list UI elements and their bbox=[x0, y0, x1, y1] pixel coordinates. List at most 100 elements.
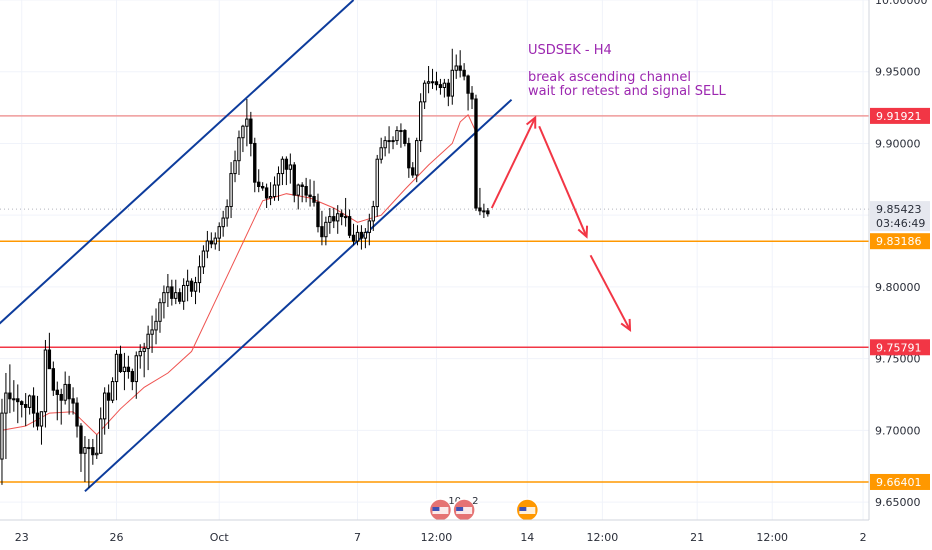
channel-lower-line bbox=[84, 98, 513, 493]
candle-body bbox=[347, 216, 352, 236]
candle-body bbox=[87, 447, 91, 450]
x-tick-label: 23 bbox=[15, 531, 29, 544]
candle-body bbox=[126, 366, 131, 373]
candle-body bbox=[280, 158, 285, 175]
candle-body bbox=[106, 392, 111, 401]
candle-body bbox=[23, 404, 28, 408]
x-tick-label: 2 bbox=[860, 531, 867, 544]
candle-body bbox=[16, 398, 20, 403]
event-badge-label: 10 bbox=[448, 496, 461, 507]
candle-body bbox=[130, 371, 135, 383]
candle-body bbox=[134, 355, 138, 383]
y-tick-label: 9.75000 bbox=[875, 353, 921, 366]
candle-body bbox=[20, 401, 24, 406]
candle-body bbox=[12, 398, 16, 401]
candle-body bbox=[142, 348, 146, 352]
candle-body bbox=[470, 92, 474, 100]
price-axis[interactable] bbox=[869, 0, 932, 550]
candle-body bbox=[300, 184, 304, 187]
x-tick-label: Oct bbox=[210, 531, 230, 544]
event-badge-flag bbox=[432, 507, 449, 514]
candle-body bbox=[249, 118, 253, 144]
candle-body bbox=[158, 302, 162, 322]
candle-body bbox=[395, 130, 399, 142]
candle-body bbox=[178, 292, 182, 302]
candle-body bbox=[411, 167, 415, 176]
candle-body bbox=[43, 349, 48, 413]
candle-body bbox=[201, 250, 206, 268]
candle-body bbox=[257, 181, 261, 187]
candle-body bbox=[450, 69, 454, 97]
candle-body bbox=[284, 158, 289, 170]
candle-body bbox=[312, 196, 316, 203]
candle-body bbox=[39, 411, 44, 427]
candle-body bbox=[359, 231, 364, 239]
candle-body bbox=[122, 366, 127, 373]
x-tick-label: 21 bbox=[690, 531, 704, 544]
candle-body bbox=[110, 381, 115, 401]
candle-body bbox=[371, 206, 375, 222]
price-levels bbox=[0, 115, 869, 483]
candle-body bbox=[138, 350, 142, 357]
candles bbox=[0, 48, 490, 488]
candle-body bbox=[51, 368, 56, 391]
candle-body bbox=[351, 234, 356, 242]
candle-body bbox=[466, 75, 470, 94]
countdown-label: 03:46:49 bbox=[876, 217, 925, 230]
candle-body bbox=[253, 142, 257, 183]
candle-body bbox=[99, 418, 103, 454]
candle-body bbox=[268, 196, 273, 199]
y-tick-label: 9.70000 bbox=[875, 424, 921, 437]
candle-body bbox=[193, 282, 198, 292]
candle-body bbox=[407, 142, 411, 169]
arrow-head bbox=[525, 115, 537, 129]
event-badges[interactable]: 10 2 bbox=[428, 496, 540, 522]
candle-body bbox=[324, 221, 328, 238]
candle-body bbox=[31, 395, 36, 414]
forecast-arrows[interactable] bbox=[490, 115, 632, 332]
price-level-badge-label: 9.83186 bbox=[876, 235, 922, 248]
candle-body bbox=[237, 137, 241, 162]
candle-body bbox=[162, 292, 166, 304]
candle-body bbox=[288, 164, 293, 170]
chart-title: USDSEK - H4 bbox=[528, 43, 612, 58]
annotation-line-2: wait for retest and signal SELL bbox=[528, 84, 726, 99]
time-axis[interactable] bbox=[0, 520, 932, 550]
candle-body bbox=[486, 210, 490, 215]
candle-body bbox=[233, 160, 237, 175]
candle-body bbox=[292, 164, 296, 196]
candle-body bbox=[387, 140, 391, 143]
arrow-shaft bbox=[589, 254, 631, 331]
arrow-head bbox=[620, 318, 632, 332]
candle-body bbox=[209, 240, 214, 245]
candle-body bbox=[213, 237, 217, 245]
annotation-line-1: break ascending channel bbox=[528, 70, 691, 85]
candle-body bbox=[304, 185, 308, 196]
arrow-shaft bbox=[538, 125, 588, 238]
moving-average-line bbox=[1, 113, 477, 436]
candle-body bbox=[434, 81, 439, 86]
candle-body bbox=[379, 147, 383, 160]
candle-body bbox=[185, 280, 190, 286]
x-tick-label: 26 bbox=[110, 531, 124, 544]
candle-body bbox=[189, 280, 194, 292]
x-tick-label: 12:00 bbox=[756, 531, 788, 544]
candle-body bbox=[63, 383, 67, 401]
candle-body bbox=[438, 84, 443, 89]
price-level-badge bbox=[870, 233, 930, 250]
x-tick-labels: 23 26 Oct 7 12:00 14 12:00 21 12:00 2 bbox=[15, 531, 867, 544]
candle-body bbox=[154, 320, 158, 331]
candle-body bbox=[71, 398, 75, 404]
ascending-channel[interactable] bbox=[0, 0, 513, 493]
x-tick-label: 7 bbox=[354, 531, 361, 544]
candle-body bbox=[339, 213, 344, 218]
candle-body bbox=[474, 98, 478, 209]
y-tick-label: 9.65000 bbox=[875, 496, 921, 509]
y-tick-label: 10.00000 bbox=[875, 0, 928, 7]
candle-body bbox=[454, 65, 458, 71]
candle-body bbox=[316, 201, 320, 228]
candle-body bbox=[482, 210, 486, 213]
candle-body bbox=[446, 82, 451, 97]
